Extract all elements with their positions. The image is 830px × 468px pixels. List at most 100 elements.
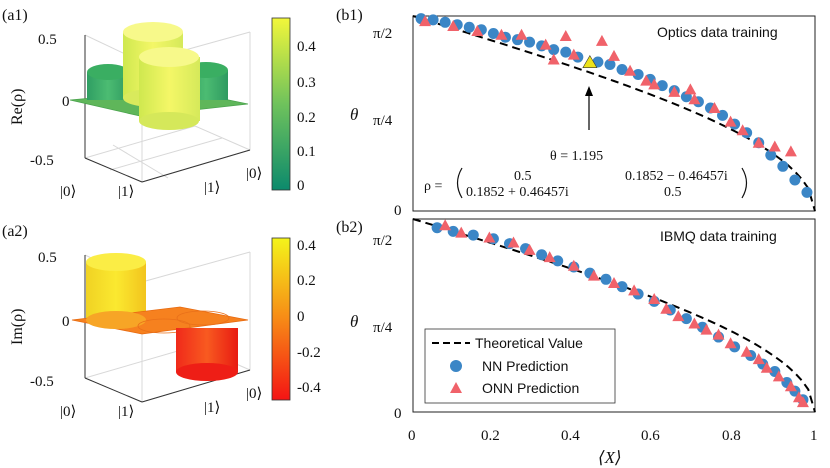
xtick-a2-1: |1⟩: [118, 404, 134, 420]
bar-a2-10: [86, 253, 146, 320]
onn-point: [483, 231, 496, 243]
plot-frame-b1: [412, 15, 816, 212]
onn-point: [760, 361, 773, 373]
onn-point: [688, 317, 701, 329]
onn-point: [419, 15, 432, 27]
onn-point: [684, 83, 697, 95]
cbtick-a2-0: 0.4: [297, 238, 316, 254]
nn-point: [548, 44, 560, 56]
onn-point: [547, 53, 560, 65]
nn-point: [467, 229, 479, 241]
xtick-a2-0: |0⟩: [60, 404, 76, 420]
onn-point: [624, 64, 637, 76]
cbtick-a1-4: 0: [297, 178, 305, 194]
onn-point: [640, 74, 653, 86]
nn-point: [463, 21, 475, 33]
ytick-b1-0: π/2: [373, 26, 392, 42]
matrix-left-paren: [456, 167, 463, 199]
nn-point: [427, 14, 439, 26]
bar-a1-11: [139, 47, 200, 130]
ytick-b1-2: 0: [394, 203, 402, 219]
xtick-a1-0: |0⟩: [60, 184, 76, 200]
ytick-a1-1: |0⟩: [246, 166, 262, 182]
legend-nn-label: NN Prediction: [482, 358, 568, 374]
nn-point: [560, 46, 572, 58]
xtick-4: 0.8: [722, 428, 741, 444]
onn-point: [660, 302, 673, 314]
colorbar-a1: [271, 17, 291, 191]
onn-point: [708, 101, 721, 113]
onn-point: [495, 28, 508, 40]
annotation-arrow-head: [585, 86, 593, 96]
onn-point: [648, 292, 661, 304]
bar-a1-01: [87, 64, 129, 100]
nn-point: [552, 255, 564, 267]
ytick-a1-0: |1⟩: [204, 180, 220, 196]
ztick-a2-2: -0.5: [30, 374, 54, 390]
onn-point: [507, 236, 520, 248]
legend-onn-swatch: [450, 382, 462, 393]
ztick-a1-1: 0: [62, 94, 70, 110]
nn-point: [789, 174, 801, 186]
onn-point: [740, 345, 753, 357]
nn-point: [801, 186, 813, 198]
panel-b1: (b1) Optics data training π/2 π/4 0 θ θ …: [336, 7, 816, 219]
cbtick-a2-4: -0.4: [297, 380, 321, 396]
rho-12: 0.1852 − 0.46457i: [625, 169, 728, 184]
rho-11: 0.5: [514, 169, 532, 184]
ztick-a2-0: 0.5: [38, 250, 57, 266]
onn-point: [447, 20, 460, 32]
nn-point: [616, 63, 628, 75]
nn-point: [777, 160, 789, 172]
nn-point: [439, 16, 451, 28]
onn-point: [455, 226, 468, 238]
bar-a2-10-base: [86, 311, 146, 329]
cbtick-a2-1: 0.2: [297, 273, 316, 289]
xtick-0: 0: [408, 428, 416, 444]
ztick-a1-2: -0.5: [30, 153, 54, 169]
onn-point: [796, 396, 809, 408]
rho-22: 0.5: [664, 185, 682, 200]
nn-point: [632, 68, 644, 80]
panel-label-b1: (b1): [336, 7, 363, 24]
legend-theory-label: Theoretical Value: [475, 335, 583, 351]
onn-point: [608, 49, 620, 61]
onn-point: [672, 310, 685, 322]
onn-point: [628, 284, 641, 296]
nn-point: [616, 281, 628, 293]
onn-point: [768, 140, 781, 152]
onn-point: [752, 136, 765, 148]
legend-onn-label: ONN Prediction: [482, 380, 579, 396]
nn-point: [447, 225, 459, 237]
bar-a2-01: [176, 328, 238, 381]
cbtick-a2-3: -0.2: [297, 345, 321, 361]
panel-label-b2: (b2): [336, 219, 363, 236]
cbtick-a1-1: 0.3: [297, 75, 316, 91]
onn-point: [608, 276, 620, 288]
cbtick-a1-0: 0.4: [297, 39, 316, 55]
xtick-a1-1: |1⟩: [118, 184, 134, 200]
panel-a2: (a2) 0.5 0: [2, 223, 321, 420]
onn-point: [439, 219, 452, 231]
ytick-a2-1: |0⟩: [246, 386, 262, 402]
onn-point: [688, 93, 701, 105]
onn-point: [539, 38, 552, 50]
xtick-3: 0.6: [641, 428, 660, 444]
onn-point: [595, 34, 608, 46]
plot-frame-b2: [412, 218, 816, 413]
panel-b2: (b2) IBMQ data training π/2 π/4 0 θ 0 0.…: [336, 218, 818, 467]
ylabel-b1: θ: [350, 105, 358, 124]
onn-point: [543, 251, 556, 263]
nn-point: [536, 249, 548, 261]
xtick-1: 0.2: [481, 428, 500, 444]
nn-point: [656, 80, 668, 92]
panel-label-a1: (a1): [2, 7, 28, 24]
onn-point: [724, 337, 737, 349]
onn-point: [471, 24, 484, 36]
onn-point: [752, 353, 765, 365]
onn-point: [587, 269, 600, 281]
onn-point: [668, 85, 681, 97]
nn-point: [431, 222, 443, 234]
xtick-5: 1: [810, 428, 818, 444]
